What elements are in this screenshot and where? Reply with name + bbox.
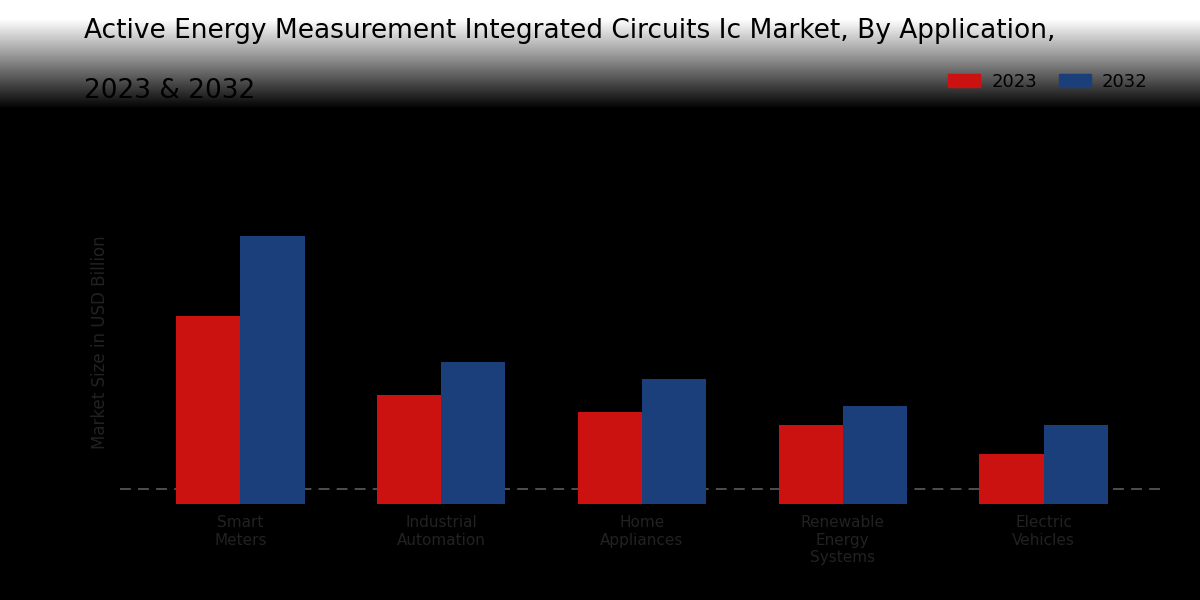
Text: 2023 & 2032: 2023 & 2032: [84, 78, 256, 104]
Bar: [842, 406, 907, 504]
Y-axis label: Market Size in USD Billion: Market Size in USD Billion: [91, 235, 109, 449]
Bar: [642, 379, 707, 504]
Text: Active Energy Measurement Integrated Circuits Ic Market, By Application,: Active Energy Measurement Integrated Cir…: [84, 18, 1056, 44]
Bar: [1044, 425, 1108, 504]
Bar: [240, 236, 305, 504]
Text: 0.9: 0.9: [193, 293, 223, 311]
Bar: [176, 316, 240, 504]
Bar: [377, 395, 442, 504]
Bar: [442, 362, 505, 504]
Bar: [979, 454, 1044, 504]
Legend: 2023, 2032: 2023, 2032: [941, 66, 1154, 98]
Bar: [577, 412, 642, 504]
Bar: [779, 425, 842, 504]
